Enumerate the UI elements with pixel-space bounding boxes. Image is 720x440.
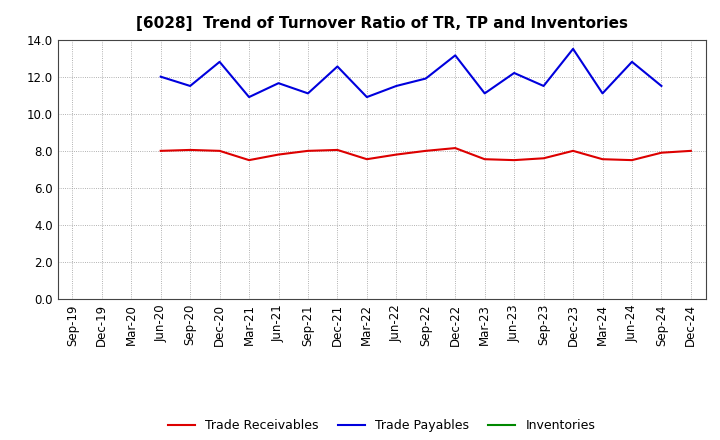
Trade Payables [628, 59, 636, 65]
Trade Receivables [333, 147, 342, 153]
Trade Receivables [657, 150, 666, 155]
Trade Receivables [598, 157, 607, 162]
Trade Payables [274, 81, 283, 86]
Trade Payables [156, 74, 165, 79]
Trade Receivables [628, 158, 636, 163]
Trade Payables [392, 83, 400, 88]
Trade Payables [215, 59, 224, 65]
Trade Payables [569, 46, 577, 51]
Trade Receivables [539, 156, 548, 161]
Trade Receivables [451, 146, 459, 151]
Trade Receivables [245, 158, 253, 163]
Trade Payables [510, 70, 518, 76]
Trade Payables [186, 83, 194, 88]
Trade Receivables [186, 147, 194, 153]
Trade Receivables [363, 157, 372, 162]
Trade Receivables [274, 152, 283, 157]
Trade Receivables [687, 148, 696, 154]
Trade Receivables [215, 148, 224, 154]
Trade Receivables [569, 148, 577, 154]
Trade Payables [657, 83, 666, 88]
Trade Receivables [421, 148, 430, 154]
Trade Payables [245, 95, 253, 100]
Trade Payables [333, 64, 342, 69]
Trade Receivables [480, 157, 489, 162]
Trade Receivables [510, 158, 518, 163]
Trade Payables [421, 76, 430, 81]
Trade Payables [480, 91, 489, 96]
Trade Receivables [392, 152, 400, 157]
Trade Receivables [156, 148, 165, 154]
Line: Trade Receivables: Trade Receivables [161, 148, 691, 160]
Trade Receivables [304, 148, 312, 154]
Legend: Trade Receivables, Trade Payables, Inventories: Trade Receivables, Trade Payables, Inven… [163, 414, 600, 437]
Trade Payables [304, 91, 312, 96]
Trade Payables [598, 91, 607, 96]
Title: [6028]  Trend of Turnover Ratio of TR, TP and Inventories: [6028] Trend of Turnover Ratio of TR, TP… [135, 16, 628, 32]
Trade Payables [539, 83, 548, 88]
Trade Payables [363, 95, 372, 100]
Line: Trade Payables: Trade Payables [161, 49, 662, 97]
Trade Payables [451, 53, 459, 58]
